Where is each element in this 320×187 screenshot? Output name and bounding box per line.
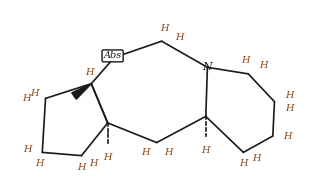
Text: H: H [22, 94, 30, 103]
Text: H: H [35, 159, 43, 168]
Polygon shape [72, 84, 91, 99]
Text: H: H [141, 148, 149, 157]
Text: H: H [103, 153, 112, 162]
Text: H: H [252, 154, 261, 163]
Text: H: H [285, 91, 293, 100]
Text: H: H [175, 33, 184, 42]
Text: H: H [161, 24, 169, 33]
Text: H: H [285, 104, 293, 113]
Text: H: H [283, 131, 292, 140]
Text: H: H [23, 145, 32, 154]
Text: H: H [259, 61, 267, 70]
Text: H: H [202, 146, 210, 155]
Text: H: H [85, 68, 94, 77]
Text: H: H [77, 163, 86, 172]
Text: H: H [30, 89, 38, 98]
Text: Abs: Abs [103, 51, 122, 60]
Text: H: H [164, 148, 172, 157]
Text: N: N [203, 62, 212, 72]
Text: H: H [239, 159, 248, 168]
Text: H: H [89, 159, 97, 168]
Text: H: H [241, 56, 249, 65]
